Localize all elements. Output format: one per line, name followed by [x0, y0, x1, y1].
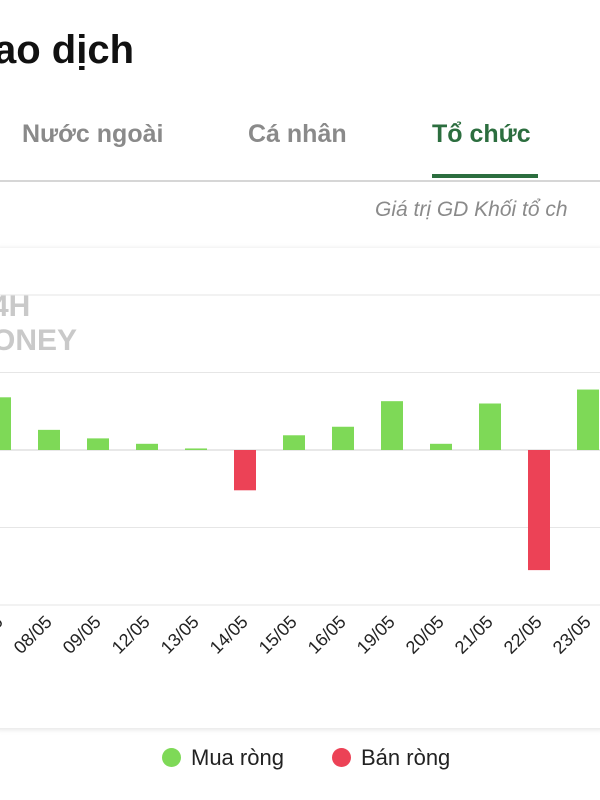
bar-12-05[interactable] [136, 443, 158, 450]
bar-16-05[interactable] [332, 426, 354, 450]
x-tick-label: 15/05 [255, 612, 301, 658]
watermark-line1: 4H [0, 290, 30, 323]
x-tick-label: 12/05 [108, 612, 154, 658]
tab-bar: Nước ngoài Cá nhân Tổ chức [0, 100, 600, 182]
watermark: 4H ONEY [0, 290, 77, 357]
bar-20-05[interactable] [430, 443, 452, 450]
legend-item-buy[interactable]: Mua ròng [162, 745, 284, 773]
page-title: ao dịch [0, 28, 135, 72]
x-tick-label: 21/05 [451, 612, 497, 658]
bar-21-05[interactable] [479, 403, 501, 451]
legend-buy-swatch [162, 748, 181, 767]
x-tick-label: 13/05 [157, 612, 203, 658]
bar-chart: 4H ONEY 07/05 08/05 09/05 12/05 13/05 14/05 15… [0, 290, 600, 658]
x-tick-label: 23/05 [549, 612, 595, 658]
x-tick-label: 19/05 [353, 612, 399, 658]
x-tick-label: 20/05 [402, 612, 448, 658]
bar-09-05[interactable] [87, 438, 109, 450]
bar-22-05[interactable] [528, 450, 550, 571]
legend-sell-swatch [332, 748, 351, 767]
active-tab-indicator [432, 174, 538, 178]
legend-sell-label: Bán ròng [361, 745, 451, 770]
bar-07-05[interactable] [0, 397, 11, 450]
x-tick-label: 14/05 [206, 612, 252, 658]
x-tick-label: 22/05 [500, 612, 546, 658]
tab-foreign[interactable]: Nước ngoài [22, 120, 164, 148]
bar-08-05[interactable] [38, 429, 60, 450]
x-tick-label: 07/05 [0, 612, 7, 658]
chart-card: 4H ONEY 07/05 08/05 09/05 12/05 13/05 14/05 15… [0, 248, 600, 728]
tab-individual[interactable]: Cá nhân [248, 120, 347, 148]
tab-institution[interactable]: Tổ chức [432, 120, 531, 148]
bar-13-05[interactable] [185, 448, 207, 450]
legend-buy-label: Mua ròng [191, 745, 284, 770]
x-tick-label: 08/05 [10, 612, 56, 658]
x-tick-label: 09/05 [59, 612, 105, 658]
bar-14-05[interactable] [234, 450, 256, 491]
watermark-line2: ONEY [0, 324, 77, 357]
bar-19-05[interactable] [381, 401, 403, 450]
bar-15-05[interactable] [283, 435, 305, 450]
x-tick-label: 16/05 [304, 612, 350, 658]
bar-23-05[interactable] [577, 389, 599, 450]
legend-item-sell[interactable]: Bán ròng [332, 745, 450, 773]
chart-subtitle: Giá trị GD Khối tổ ch [375, 198, 568, 221]
